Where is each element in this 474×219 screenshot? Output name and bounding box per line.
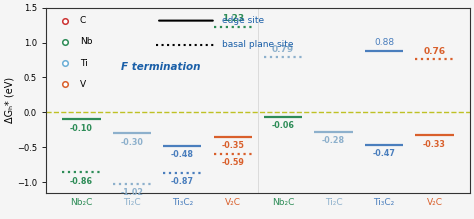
Text: Ti₂C: Ti₂C <box>123 198 141 207</box>
Text: -0.35: -0.35 <box>221 141 244 150</box>
Text: edge site: edge site <box>222 16 264 25</box>
Text: Ti₃C₂: Ti₃C₂ <box>374 198 395 207</box>
Text: 1.23: 1.23 <box>222 14 244 23</box>
Text: Nb₂C: Nb₂C <box>70 198 92 207</box>
Text: -0.59: -0.59 <box>221 158 244 167</box>
Text: Nb: Nb <box>80 37 92 46</box>
Text: Nb₂C: Nb₂C <box>272 198 294 207</box>
Text: -0.48: -0.48 <box>171 150 194 159</box>
Text: V₂C: V₂C <box>225 198 241 207</box>
Text: -0.33: -0.33 <box>423 140 446 149</box>
Text: 0.76: 0.76 <box>423 47 446 56</box>
Text: Ti₂C: Ti₂C <box>325 198 342 207</box>
Text: -0.06: -0.06 <box>272 121 295 130</box>
Text: -0.10: -0.10 <box>70 124 93 132</box>
Text: -0.86: -0.86 <box>70 177 93 186</box>
Text: -0.47: -0.47 <box>373 149 395 158</box>
Text: V₂C: V₂C <box>427 198 443 207</box>
Text: -0.87: -0.87 <box>171 177 194 186</box>
Text: V: V <box>80 80 86 89</box>
Y-axis label: ΔGₕ* (eV): ΔGₕ* (eV) <box>4 77 14 123</box>
Text: basal plane site: basal plane site <box>222 40 293 49</box>
Text: -1.02: -1.02 <box>120 188 143 197</box>
Text: F termination: F termination <box>121 62 200 72</box>
Text: C: C <box>80 16 86 25</box>
Text: 0.79: 0.79 <box>272 45 294 54</box>
Text: Ti₃C₂: Ti₃C₂ <box>172 198 193 207</box>
Text: -0.30: -0.30 <box>120 138 143 147</box>
Text: 0.88: 0.88 <box>374 39 394 48</box>
Text: -0.28: -0.28 <box>322 136 345 145</box>
Text: Ti: Ti <box>80 59 88 68</box>
